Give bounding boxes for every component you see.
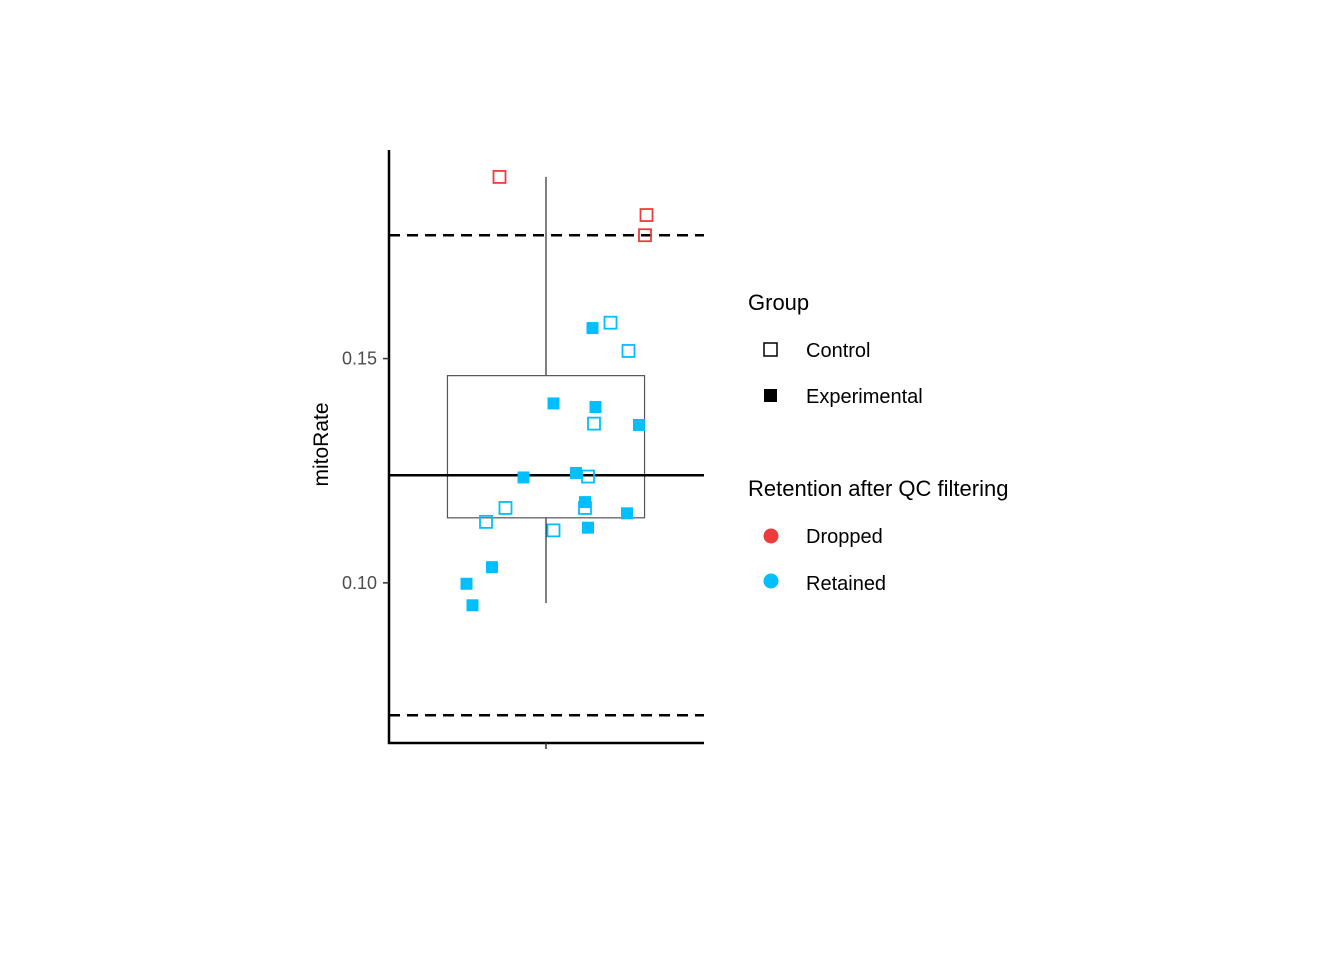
data-point	[639, 208, 654, 222]
y-axis-ticks: 0.10 0.15	[342, 349, 389, 593]
legend-key-dropped	[763, 528, 779, 544]
plot-panel	[389, 170, 704, 717]
legend-label-control: Control	[806, 340, 870, 362]
legend-label-experimental: Experimental	[806, 386, 923, 408]
data-point	[498, 501, 513, 515]
data-point	[492, 170, 507, 184]
data-point	[547, 397, 560, 410]
legend-title-retention: Retention after QC filtering	[748, 476, 1008, 501]
data-point	[579, 496, 591, 509]
data-point	[546, 523, 561, 538]
data-point	[570, 466, 582, 479]
data-point	[587, 416, 601, 431]
data-point	[460, 577, 473, 590]
legend: Group Control Experimental Retention aft…	[748, 290, 1008, 595]
data-point	[486, 561, 498, 574]
y-tick-label: 0.10	[342, 573, 377, 593]
boxplot-box	[446, 375, 646, 519]
data-points	[460, 170, 654, 612]
data-point	[633, 418, 645, 431]
data-point	[479, 514, 493, 529]
data-point	[638, 228, 652, 243]
y-axis-title: mitoRate	[310, 402, 333, 486]
data-point	[589, 401, 602, 414]
data-point	[581, 469, 595, 484]
data-point	[621, 507, 633, 520]
legend-label-dropped: Dropped	[806, 526, 883, 548]
data-point	[621, 344, 636, 358]
legend-label-retained: Retained	[806, 573, 886, 595]
data-point	[603, 315, 618, 330]
data-point	[586, 322, 599, 335]
legend-key-experimental	[764, 389, 777, 402]
legend-key-control	[763, 342, 778, 357]
legend-key-retained	[763, 573, 779, 589]
legend-title-group: Group	[748, 290, 809, 315]
data-point	[466, 599, 479, 612]
y-tick-label: 0.15	[342, 349, 377, 369]
data-point	[582, 521, 594, 534]
data-point	[517, 471, 530, 484]
